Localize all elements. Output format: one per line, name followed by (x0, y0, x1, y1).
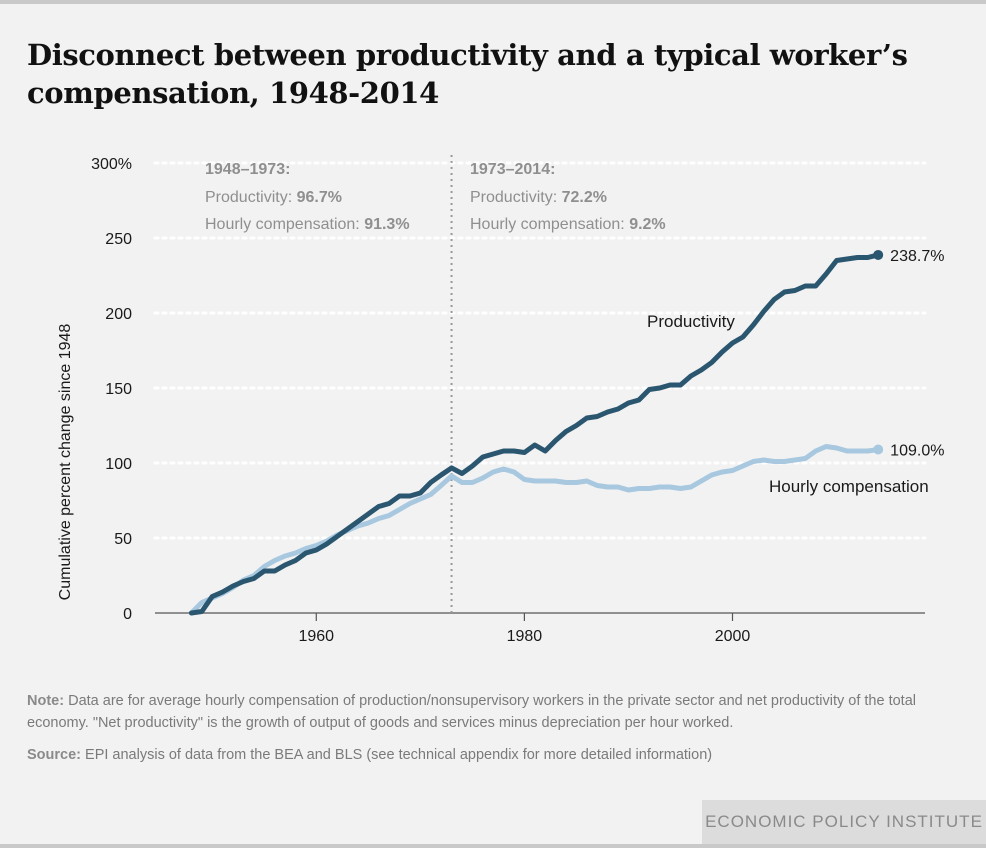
period-productivity: Productivity: 96.7% (205, 189, 342, 206)
top-rule (0, 0, 986, 4)
x-axis: 1960 1980 2000 (155, 612, 925, 645)
bottom-rule (0, 844, 986, 848)
x-tick-label: 1960 (298, 628, 334, 645)
hourly-compensation-line (188, 444, 881, 616)
period-compensation-value: 91.3% (364, 216, 409, 233)
period-productivity-label: Productivity: (205, 189, 297, 206)
series-labels: 109.0% 238.7% Productivity Hourly compensat… (647, 248, 944, 496)
note-paragraph: Note: Data are for average hourly compen… (27, 690, 957, 734)
y-axis-label: Cumulative percent change since 1948 (57, 324, 74, 601)
grid-lines (153, 161, 927, 540)
period-productivity-value: 96.7% (297, 189, 342, 206)
x-tick-label: 2000 (715, 628, 751, 645)
y-axis-ticks: 0 50 100 150 200 250 300% (91, 156, 132, 623)
chart-title: Disconnect between productivity and a ty… (27, 38, 908, 110)
period-compensation: Hourly compensation: 91.3% (205, 216, 410, 233)
note-label: Note: (27, 693, 65, 709)
productivity-end-label: 238.7% (890, 248, 944, 265)
x-tick-label: 1980 (507, 628, 543, 645)
period-heading: 1973–2014: (470, 161, 555, 178)
hourly-compensation-series-label: Hourly compensation (769, 477, 929, 496)
period-annotations: 1948–1973: Productivity: 96.7% Hourly comp… (205, 161, 666, 233)
y-tick-label: 150 (105, 381, 132, 398)
productivity-line (188, 252, 881, 616)
y-tick-label: 50 (114, 531, 132, 548)
period-productivity-label: Productivity: (470, 189, 562, 206)
note-text: Data are for average hourly compensation… (27, 693, 916, 731)
period-compensation-value: 9.2% (629, 216, 665, 233)
period-productivity-value: 72.2% (562, 189, 607, 206)
period-compensation-label: Hourly compensation: (205, 216, 364, 233)
chart-notes: Note: Data are for average hourly compen… (27, 690, 957, 776)
line-chart: 0 50 100 150 200 250 300% 1960 1980 2000 Cumulat… (57, 155, 944, 645)
source-label: Source: (27, 747, 81, 763)
period-compensation-label: Hourly compensation: (470, 216, 629, 233)
y-tick-label: 250 (105, 231, 132, 248)
productivity-series-label: Productivity (647, 312, 735, 331)
period-productivity: Productivity: 72.2% (470, 189, 607, 206)
y-tick-label: 300% (91, 156, 132, 173)
hourly-compensation-end-label: 109.0% (890, 443, 944, 460)
period-annotation: 1973–2014: Productivity: 72.2% Hourly comp… (470, 161, 666, 233)
period-annotation: 1948–1973: Productivity: 96.7% Hourly comp… (205, 161, 410, 233)
y-tick-label: 100 (105, 456, 132, 473)
period-heading: 1948–1973: (205, 161, 290, 178)
period-compensation: Hourly compensation: 9.2% (470, 216, 666, 233)
source-paragraph: Source: EPI analysis of data from the BE… (27, 744, 957, 766)
y-tick-label: 200 (105, 306, 132, 323)
hourly-compensation-end-point (873, 444, 884, 455)
source-text: EPI analysis of data from the BEA and BL… (85, 747, 713, 763)
y-tick-label: 0 (123, 606, 132, 623)
productivity-end-point (873, 249, 884, 260)
publisher-logo: ECONOMIC POLICY INSTITUTE (702, 800, 986, 844)
data-series (188, 249, 884, 616)
